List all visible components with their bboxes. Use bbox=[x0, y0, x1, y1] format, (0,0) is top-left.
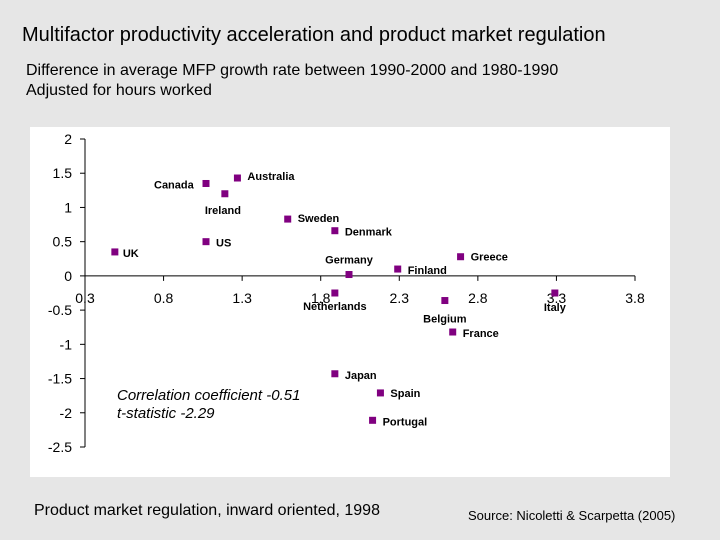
plot-area-background bbox=[30, 127, 670, 477]
point-uk bbox=[111, 248, 119, 256]
y-tick-label: 2 bbox=[64, 131, 72, 147]
y-tick-label: 0.5 bbox=[53, 234, 73, 250]
x-tick-label: 0.8 bbox=[154, 290, 174, 306]
point-label-australia: Australia bbox=[247, 171, 295, 183]
subtitle: Difference in average MFP growth rate be… bbox=[26, 61, 558, 101]
x-axis-label: Product market regulation, inward orient… bbox=[34, 502, 380, 519]
point-germany bbox=[345, 271, 353, 279]
point-label-portugal: Portugal bbox=[383, 416, 428, 428]
point-japan bbox=[331, 370, 339, 378]
x-tick-label: 0.3 bbox=[75, 290, 95, 306]
y-tick-label: -1.5 bbox=[48, 371, 72, 387]
point-label-us: US bbox=[216, 238, 231, 250]
chart-points bbox=[111, 174, 559, 424]
point-label-germany: Germany bbox=[325, 255, 374, 267]
y-tick-label: 1.5 bbox=[53, 165, 73, 181]
page-title: Multifactor productivity acceleration an… bbox=[22, 24, 606, 46]
point-sweden bbox=[284, 215, 292, 223]
point-netherlands bbox=[331, 289, 339, 297]
point-france bbox=[449, 328, 457, 336]
chart-axes bbox=[80, 138, 636, 448]
point-label-greece: Greece bbox=[471, 252, 508, 264]
point-label-denmark: Denmark bbox=[345, 227, 393, 239]
point-denmark bbox=[331, 227, 339, 235]
y-tick-label: -1 bbox=[60, 336, 73, 352]
point-label-ireland: Ireland bbox=[205, 205, 241, 217]
chart-tick-labels: 2 1.5 1 0.5 0 -0.5 -1 -1.5 -2 -2.5 0.3 0.8 1.3 1.8 2.3… bbox=[48, 131, 645, 455]
point-italy bbox=[551, 289, 559, 297]
point-finland bbox=[394, 265, 402, 273]
annotation-correlation: Correlation coefficient -0.51 bbox=[117, 387, 300, 404]
y-tick-label: -2.5 bbox=[48, 439, 72, 455]
point-label-canada: Canada bbox=[154, 179, 195, 191]
x-tick-label: 2.3 bbox=[390, 290, 410, 306]
annotation-t-statistic: t-statistic -2.29 bbox=[117, 405, 215, 422]
source-note: Source: Nicoletti & Scarpetta (2005) bbox=[468, 508, 676, 523]
point-us bbox=[202, 238, 210, 246]
x-tick-label: 3.8 bbox=[625, 290, 645, 306]
point-label-finland: Finland bbox=[408, 265, 447, 277]
point-australia bbox=[233, 174, 241, 182]
x-tick-label: 2.8 bbox=[468, 290, 488, 306]
subtitle-line-2: Adjusted for hours worked bbox=[26, 82, 212, 99]
point-label-belgium: Belgium bbox=[423, 314, 467, 326]
x-tick-label: 1.8 bbox=[311, 290, 331, 306]
subtitle-line-1: Difference in average MFP growth rate be… bbox=[26, 62, 559, 79]
y-tick-label: 0 bbox=[64, 268, 72, 284]
point-belgium bbox=[441, 297, 449, 305]
point-label-uk: UK bbox=[123, 248, 139, 260]
point-label-spain: Spain bbox=[390, 388, 420, 400]
point-label-sweden: Sweden bbox=[298, 213, 340, 225]
point-greece bbox=[457, 253, 465, 261]
point-spain bbox=[376, 389, 384, 397]
point-portugal bbox=[369, 416, 377, 424]
point-label-japan: Japan bbox=[345, 370, 377, 382]
x-tick-label: 1.3 bbox=[232, 290, 252, 306]
y-tick-label: -0.5 bbox=[48, 302, 72, 318]
chart-point-labels: Canada Australia Ireland Sweden Denmark UK US G… bbox=[123, 171, 567, 428]
y-tick-label: -2 bbox=[60, 405, 73, 421]
point-label-italy: Italy bbox=[544, 302, 567, 314]
y-tick-label: 1 bbox=[64, 199, 72, 215]
point-ireland bbox=[221, 190, 229, 198]
point-canada bbox=[202, 179, 210, 187]
point-label-netherlands: Netherlands bbox=[303, 301, 367, 313]
point-label-france: France bbox=[463, 328, 499, 340]
